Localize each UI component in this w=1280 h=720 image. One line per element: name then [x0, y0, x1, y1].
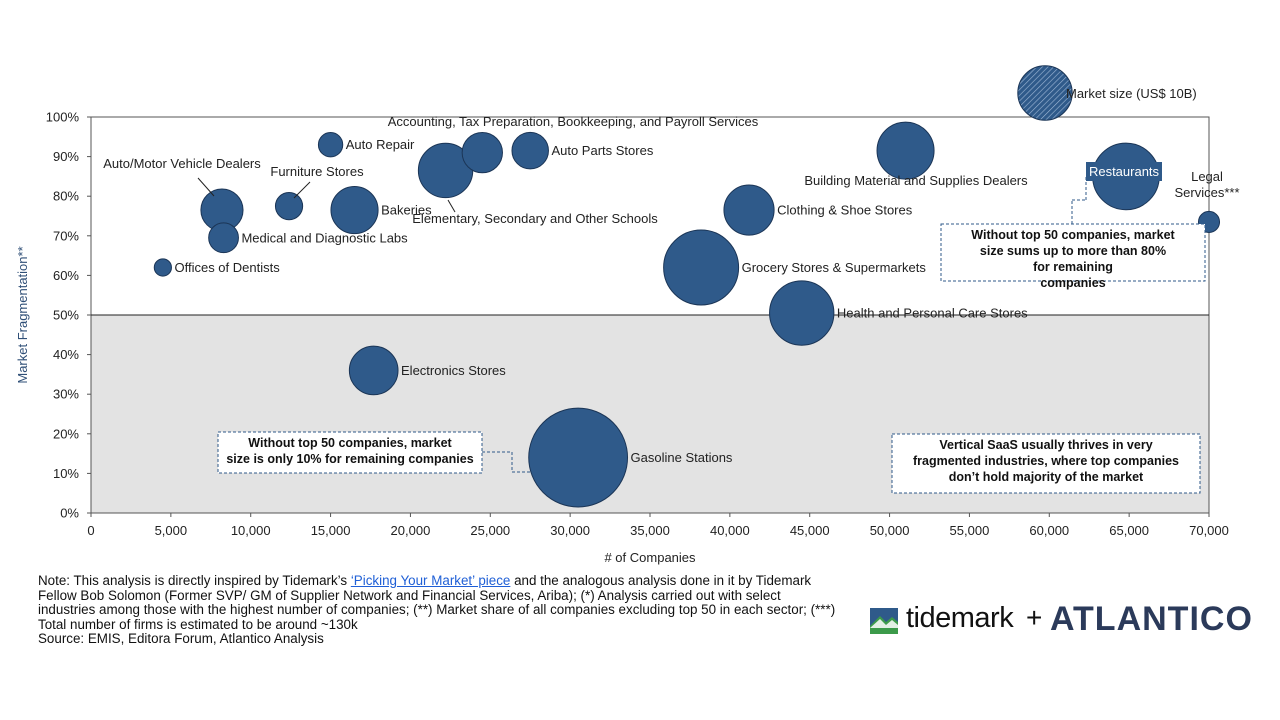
- x-tick-label: 25,000: [470, 523, 510, 538]
- y-tick-label: 30%: [53, 387, 79, 402]
- leader-line: [293, 181, 311, 199]
- label-layer: Offices of Dentists Auto/Motor Vehicle De…: [103, 114, 1239, 465]
- atlantico-logo: ATLANTICO: [1050, 600, 1253, 638]
- saas-callout-text: Vertical SaaS usually thrives in very fra…: [913, 438, 1179, 484]
- bubble: [461, 131, 503, 174]
- bubble-label: Health and Personal Care Stores: [837, 306, 1028, 321]
- x-axis-title: # of Companies: [604, 550, 696, 565]
- x-tick-label: 55,000: [950, 523, 990, 538]
- bubble-label: Electronics Stores: [401, 363, 506, 378]
- bubble: [723, 184, 775, 236]
- x-tick-label: 10,000: [231, 523, 271, 538]
- x-tick-label: 0: [87, 523, 94, 538]
- plot-background: [90, 116, 1210, 514]
- fragmented-callout-box: [940, 223, 1206, 282]
- x-tick-label: 70,000: [1189, 523, 1229, 538]
- x-tick-label: 20,000: [391, 523, 431, 538]
- bubble-label: Restaurants: [1089, 164, 1160, 179]
- leader-line: [447, 199, 456, 213]
- chart-legend: Market size (US$ 10B): [1017, 65, 1197, 121]
- tidemark-logo: tidemark: [906, 602, 1014, 634]
- legend-label: Market size (US$ 10B): [1066, 86, 1197, 101]
- source-line: Source: EMIS, Editora Forum, Atlantico A…: [38, 631, 324, 647]
- saas-callout-box: [891, 433, 1201, 494]
- picking-your-market-link[interactable]: ‘Picking Your Market’ piece: [350, 573, 511, 588]
- bubble: [769, 280, 835, 346]
- bubble: [348, 345, 399, 396]
- bubble-label: Offices of Dentists: [174, 260, 280, 275]
- legend-bubble: [1017, 65, 1073, 121]
- bubble-label: Clothing & Shoe Stores: [777, 203, 913, 218]
- y-tick-label: 40%: [53, 347, 79, 362]
- bubble-label: Grocery Stores & Supermarkets: [742, 260, 927, 275]
- bubble-label: Auto Repair: [346, 137, 415, 152]
- x-tick-label: 65,000: [1109, 523, 1149, 538]
- chart-axes: 0% 10% 20% 30% 40% 50% 60% 70% 80% 90% 100% 0 5,000 1…: [15, 110, 1229, 566]
- x-tick-label: 15,000: [311, 523, 351, 538]
- bubble-label: Gasoline Stations: [631, 450, 733, 465]
- y-axis-title: Market Fragmentation**: [15, 246, 30, 383]
- bubble: [274, 192, 304, 221]
- y-tick-label: 50%: [53, 308, 79, 323]
- note-prefix: Note: This analysis is directly inspired…: [38, 573, 351, 588]
- x-tick-label: 35,000: [630, 523, 670, 538]
- concentrated-callout-box: [217, 431, 483, 474]
- y-tick-label: 0%: [60, 506, 79, 521]
- bubble-label: Bakeries: [381, 203, 432, 218]
- y-tick-label: 70%: [53, 228, 79, 243]
- bubble: [528, 407, 629, 508]
- bubble-chart: 0% 10% 20% 30% 40% 50% 60% 70% 80% 90% 100% 0 5,000 1…: [15, 65, 1240, 566]
- x-tick-label: 45,000: [790, 523, 830, 538]
- callout-layer: Without top 50 companies, market size sum…: [217, 176, 1206, 494]
- bubble-label: Legal Services***: [1174, 169, 1239, 200]
- bubble: [663, 229, 740, 306]
- bubble: [511, 131, 549, 170]
- bubble-label: Elementary, Secondary and Other Schools: [412, 211, 658, 226]
- tidemark-logo-icon: [870, 608, 898, 634]
- bubble: [208, 222, 239, 254]
- fragmented-callout-text: Without top 50 companies, market size sum…: [971, 228, 1175, 290]
- bubble: [876, 121, 935, 180]
- logo-plus: +: [1026, 602, 1043, 633]
- bubble: [330, 186, 379, 235]
- y-tick-label: 80%: [53, 189, 79, 204]
- y-tick-label: 90%: [53, 149, 79, 164]
- bubble-label: Building Material and Supplies Dealers: [804, 173, 1028, 188]
- x-tick-label: 50,000: [870, 523, 910, 538]
- x-tick-label: 5,000: [155, 523, 188, 538]
- y-tick-label: 60%: [53, 268, 79, 283]
- y-tick-label: 20%: [53, 426, 79, 441]
- y-tick-label: 100%: [46, 110, 80, 125]
- bubble-label: Accounting, Tax Preparation, Bookkeeping…: [388, 114, 759, 129]
- note-suffix: and the analogous analysis done in it by…: [38, 573, 836, 632]
- footnote: Note: This analysis is directly inspired…: [38, 573, 838, 647]
- bubble-label: Auto Parts Stores: [551, 143, 653, 158]
- bubble-label: Medical and Diagnostic Labs: [241, 230, 408, 245]
- bubble-label: Auto/Motor Vehicle Dealers: [103, 156, 261, 171]
- x-tick-label: 30,000: [550, 523, 590, 538]
- bubble-layer: [153, 121, 1221, 508]
- bubble: [317, 132, 344, 158]
- bubble: [153, 258, 172, 277]
- x-tick-label: 60,000: [1029, 523, 1069, 538]
- leader-line: [197, 177, 215, 197]
- x-tick-label: 40,000: [710, 523, 750, 538]
- concentrated-callout-text: Without top 50 companies, market size is …: [226, 436, 473, 466]
- bubble-label: Furniture Stores: [270, 164, 364, 179]
- y-tick-label: 10%: [53, 466, 79, 481]
- label-highlight: [1086, 162, 1162, 181]
- partner-logos: tidemark + ATLANTICO: [870, 600, 1270, 640]
